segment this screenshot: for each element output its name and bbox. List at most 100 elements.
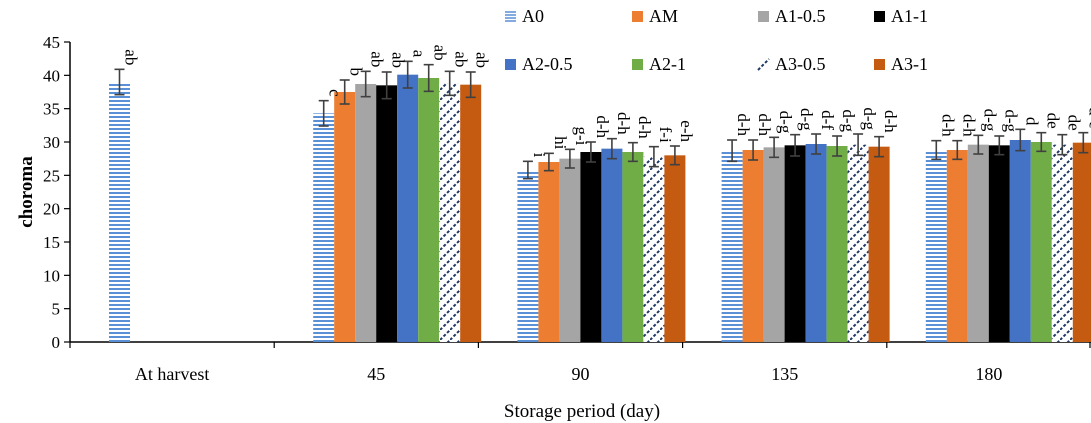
y-tick-label: 20: [43, 200, 60, 219]
legend-item: A2-1: [632, 54, 686, 74]
legend-label: A2-0.5: [522, 54, 573, 74]
bar-A2-1-45: [418, 78, 440, 342]
significance-label: d-h: [614, 112, 633, 135]
bar-A0-135: [721, 150, 743, 342]
significance-label: d-h: [593, 115, 612, 138]
bar-A2-0.5-45: [397, 74, 419, 343]
bar-A2-0.5-90: [601, 148, 623, 342]
legend-swatch: [874, 59, 885, 70]
significance-label: i: [530, 153, 549, 158]
bar-A0-90: [517, 170, 539, 342]
significance-label: de: [1043, 113, 1062, 129]
legend-item: A0: [505, 6, 544, 26]
significance-label: ab: [389, 52, 408, 68]
significance-label: e-h: [677, 120, 696, 142]
bar-A0-180: [925, 150, 947, 342]
significance-label: d-h: [734, 113, 753, 136]
legend: A0 AM A1-0.5 A1-1 A2-0.5 A2-1 A3-0.5 A3-1: [505, 6, 928, 74]
significance-label: d-f: [818, 110, 837, 130]
x-axis-title: Storage period (day): [504, 401, 660, 422]
significance-label: ab: [122, 49, 141, 65]
bar-A1-1-45: [376, 85, 398, 342]
significance-label: hi: [551, 136, 570, 150]
legend-label: A2-1: [649, 54, 686, 74]
bar-A2-1-180: [1030, 142, 1052, 342]
legend-item: A3-0.5: [757, 54, 826, 74]
significance-label: ab: [368, 51, 387, 67]
significance-label: d-h: [881, 110, 900, 133]
bar-A0-45: [313, 113, 335, 342]
bar-A3-0.5-90: [643, 156, 665, 342]
significance-label: d-g: [839, 109, 858, 132]
legend-label: AM: [649, 6, 678, 26]
legend-swatch: [632, 59, 643, 70]
legend-swatch: [758, 11, 769, 22]
bar-A3-1-90: [664, 155, 686, 342]
y-tick-label: 25: [43, 166, 60, 185]
bar-A1-1-135: [784, 145, 806, 342]
y-tick-label: 40: [43, 66, 60, 85]
legend-label: A1-1: [891, 6, 928, 26]
significance-label: d-h: [635, 116, 654, 139]
legend-swatch: [874, 11, 885, 22]
y-tick-label: 15: [43, 233, 60, 252]
significance-label: d-h: [959, 114, 978, 137]
bar-A1-1-180: [988, 145, 1010, 342]
bar-A1-0.5-90: [559, 158, 581, 342]
bar-A2-0.5-135: [805, 144, 827, 342]
significance-label: d-h: [938, 114, 957, 137]
bar-AM-90: [538, 162, 560, 342]
bar-A1-0.5-180: [967, 144, 989, 342]
significance-label: d-g: [1001, 109, 1020, 132]
bar-AM-180: [946, 150, 968, 342]
bar-A3-1-135: [868, 146, 890, 342]
x-category-label: 180: [975, 364, 1002, 384]
legend-item: AM: [632, 6, 678, 26]
significance-label: b: [347, 68, 366, 77]
bar-A1-0.5-45: [355, 84, 377, 342]
bar-A3-0.5-135: [847, 144, 869, 342]
x-category-label: 90: [572, 364, 590, 384]
y-tick-label: 0: [52, 333, 61, 352]
significance-label: d-g: [797, 108, 816, 131]
significance-label: ab: [452, 51, 471, 67]
significance-label: d-h: [755, 113, 774, 136]
significance-label: a: [410, 50, 429, 58]
significance-label: d-g: [776, 111, 795, 134]
legend-label: A3-1: [891, 54, 928, 74]
significance-label: g-i: [572, 126, 591, 145]
legend-swatch: [632, 11, 643, 22]
x-category-label: 135: [771, 364, 798, 384]
significance-label: ab: [431, 45, 450, 61]
legend-swatch: [505, 59, 516, 70]
significance-label: c: [326, 89, 345, 97]
y-tick-label: 35: [43, 100, 60, 119]
bar-AM-45: [334, 92, 356, 342]
significance-label: d-g: [860, 107, 879, 130]
significance-label: d: [1022, 117, 1041, 126]
y-tick-label: 30: [43, 133, 60, 152]
y-tick-label: 10: [43, 266, 60, 285]
bar-AM-135: [742, 150, 764, 342]
legend-item: A1-1: [874, 6, 928, 26]
bar-A0-At-harvest: [109, 82, 130, 342]
bar-A3-1-45: [460, 84, 482, 343]
y-tick-label: 5: [52, 300, 61, 319]
legend-label: A1-0.5: [775, 6, 826, 26]
significance-label: d-e: [1085, 107, 1091, 129]
significance-label: d-g: [980, 109, 999, 132]
legend-item: A1-0.5: [758, 6, 826, 26]
significance-label: ab: [473, 52, 492, 68]
x-category-label: 45: [367, 364, 385, 384]
axes: 0 5 10 15 20 25 30 35 40 45 At harvest 45 90 135 180 St…: [16, 33, 1091, 422]
legend-label: A3-0.5: [775, 54, 826, 74]
bars: [109, 60, 1091, 343]
bar-A2-1-90: [622, 152, 644, 342]
bar-A3-0.5-45: [439, 83, 461, 342]
bar-A1-0.5-135: [763, 147, 785, 342]
bar-A3-1-180: [1072, 142, 1091, 342]
x-category-label: At harvest: [135, 364, 209, 384]
legend-item: A2-0.5: [505, 54, 573, 74]
